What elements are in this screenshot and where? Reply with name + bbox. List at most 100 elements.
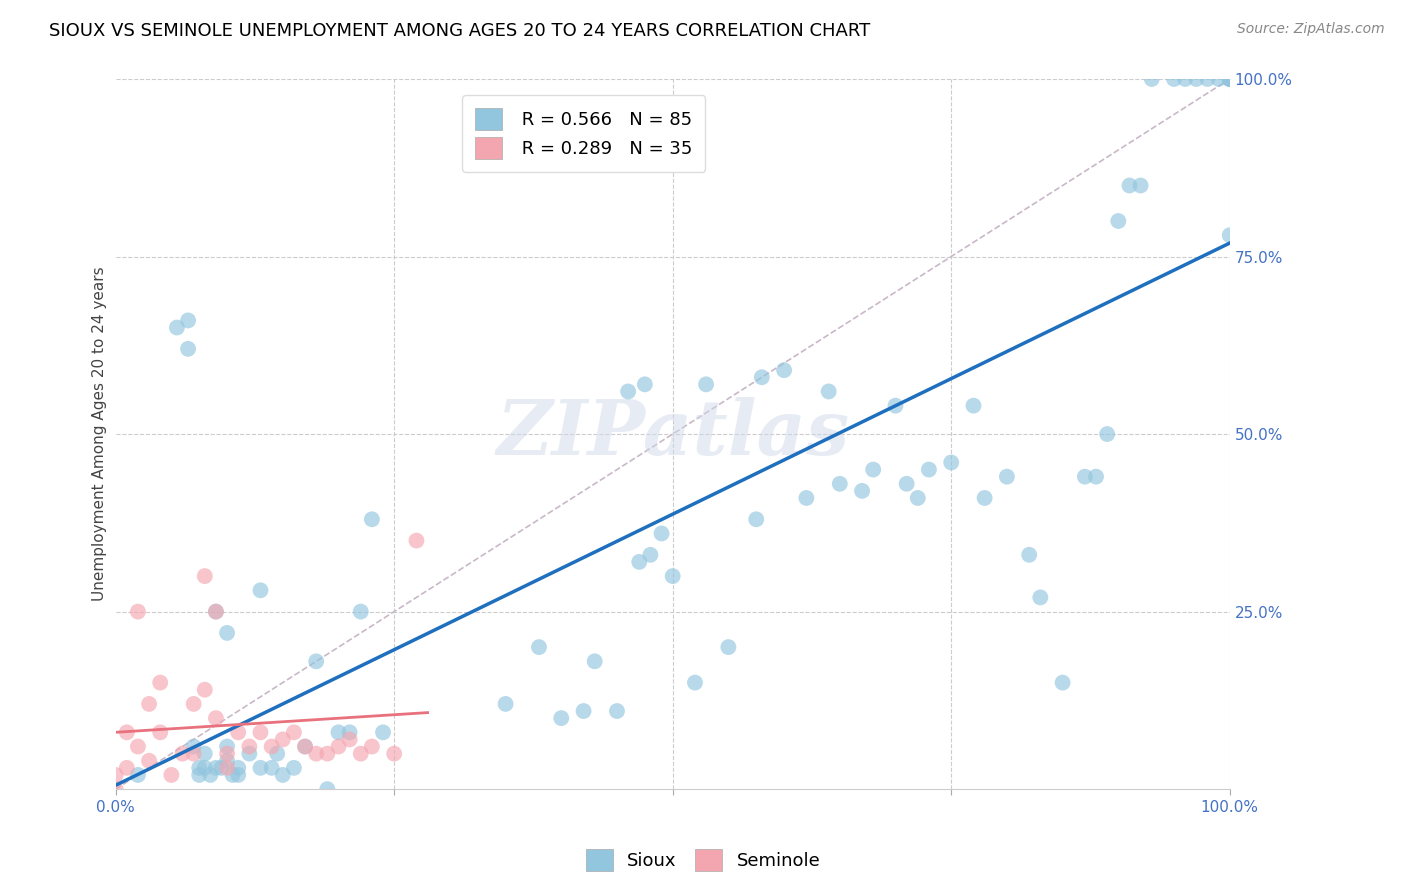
Point bbox=[249, 725, 271, 739]
Point bbox=[828, 476, 851, 491]
Legend: Sioux, Seminole: Sioux, Seminole bbox=[579, 842, 827, 879]
Point bbox=[215, 739, 238, 754]
Point bbox=[745, 512, 768, 526]
Point bbox=[183, 747, 205, 761]
Point bbox=[328, 725, 350, 739]
Point bbox=[1018, 548, 1040, 562]
Point bbox=[127, 739, 149, 754]
Point bbox=[115, 725, 138, 739]
Text: SIOUX VS SEMINOLE UNEMPLOYMENT AMONG AGES 20 TO 24 YEARS CORRELATION CHART: SIOUX VS SEMINOLE UNEMPLOYMENT AMONG AGE… bbox=[49, 22, 870, 40]
Point bbox=[1118, 178, 1140, 193]
Point bbox=[796, 491, 818, 505]
Point bbox=[194, 682, 217, 697]
Legend:  R = 0.566   N = 85,  R = 0.289   N = 35: R = 0.566 N = 85, R = 0.289 N = 35 bbox=[463, 95, 706, 171]
Point bbox=[640, 548, 662, 562]
Point bbox=[773, 363, 796, 377]
Point bbox=[1095, 427, 1118, 442]
Point bbox=[695, 377, 717, 392]
Point bbox=[115, 761, 138, 775]
Point bbox=[316, 747, 339, 761]
Point bbox=[617, 384, 640, 399]
Point bbox=[1029, 591, 1052, 605]
Point bbox=[1185, 72, 1208, 87]
Point bbox=[200, 768, 222, 782]
Point bbox=[283, 761, 305, 775]
Point bbox=[339, 732, 361, 747]
Point bbox=[918, 462, 941, 476]
Point bbox=[907, 491, 929, 505]
Point bbox=[166, 320, 188, 334]
Point bbox=[1219, 228, 1241, 243]
Point bbox=[149, 675, 172, 690]
Point bbox=[127, 605, 149, 619]
Point bbox=[260, 739, 283, 754]
Point bbox=[350, 747, 373, 761]
Point bbox=[172, 747, 194, 761]
Point bbox=[1140, 72, 1163, 87]
Point bbox=[1085, 469, 1108, 483]
Point bbox=[226, 725, 249, 739]
Point bbox=[606, 704, 628, 718]
Point bbox=[683, 675, 706, 690]
Y-axis label: Unemployment Among Ages 20 to 24 years: Unemployment Among Ages 20 to 24 years bbox=[93, 267, 107, 601]
Point bbox=[194, 761, 217, 775]
Point bbox=[628, 555, 651, 569]
Point bbox=[266, 747, 288, 761]
Point bbox=[149, 725, 172, 739]
Point bbox=[138, 697, 160, 711]
Point bbox=[973, 491, 995, 505]
Point bbox=[238, 739, 260, 754]
Point bbox=[294, 739, 316, 754]
Point bbox=[104, 782, 127, 797]
Point bbox=[226, 761, 249, 775]
Point bbox=[205, 605, 228, 619]
Point bbox=[817, 384, 839, 399]
Point bbox=[495, 697, 517, 711]
Point bbox=[138, 754, 160, 768]
Point bbox=[104, 768, 127, 782]
Point bbox=[127, 768, 149, 782]
Point bbox=[294, 739, 316, 754]
Point bbox=[862, 462, 884, 476]
Point bbox=[238, 747, 260, 761]
Point bbox=[382, 747, 405, 761]
Point bbox=[305, 747, 328, 761]
Point bbox=[271, 768, 294, 782]
Point bbox=[572, 704, 595, 718]
Point bbox=[361, 739, 384, 754]
Point bbox=[188, 768, 211, 782]
Point bbox=[651, 526, 673, 541]
Point bbox=[896, 476, 918, 491]
Text: Source: ZipAtlas.com: Source: ZipAtlas.com bbox=[1237, 22, 1385, 37]
Point bbox=[995, 469, 1018, 483]
Point bbox=[194, 569, 217, 583]
Point bbox=[205, 761, 228, 775]
Text: ZIPatlas: ZIPatlas bbox=[496, 397, 849, 471]
Point bbox=[283, 725, 305, 739]
Point bbox=[205, 605, 228, 619]
Point bbox=[661, 569, 683, 583]
Point bbox=[271, 732, 294, 747]
Point bbox=[221, 768, 243, 782]
Point bbox=[583, 654, 606, 668]
Point bbox=[205, 711, 228, 725]
Point bbox=[215, 754, 238, 768]
Point bbox=[183, 739, 205, 754]
Point bbox=[305, 654, 328, 668]
Point bbox=[405, 533, 427, 548]
Point bbox=[211, 761, 233, 775]
Point bbox=[1219, 72, 1241, 87]
Point bbox=[188, 761, 211, 775]
Point bbox=[941, 455, 963, 469]
Point bbox=[371, 725, 394, 739]
Point bbox=[160, 768, 183, 782]
Point bbox=[215, 761, 238, 775]
Point bbox=[249, 761, 271, 775]
Point bbox=[634, 377, 657, 392]
Point bbox=[1219, 72, 1241, 87]
Point bbox=[226, 768, 249, 782]
Point bbox=[183, 697, 205, 711]
Point bbox=[717, 640, 740, 654]
Point bbox=[1219, 72, 1241, 87]
Point bbox=[1074, 469, 1097, 483]
